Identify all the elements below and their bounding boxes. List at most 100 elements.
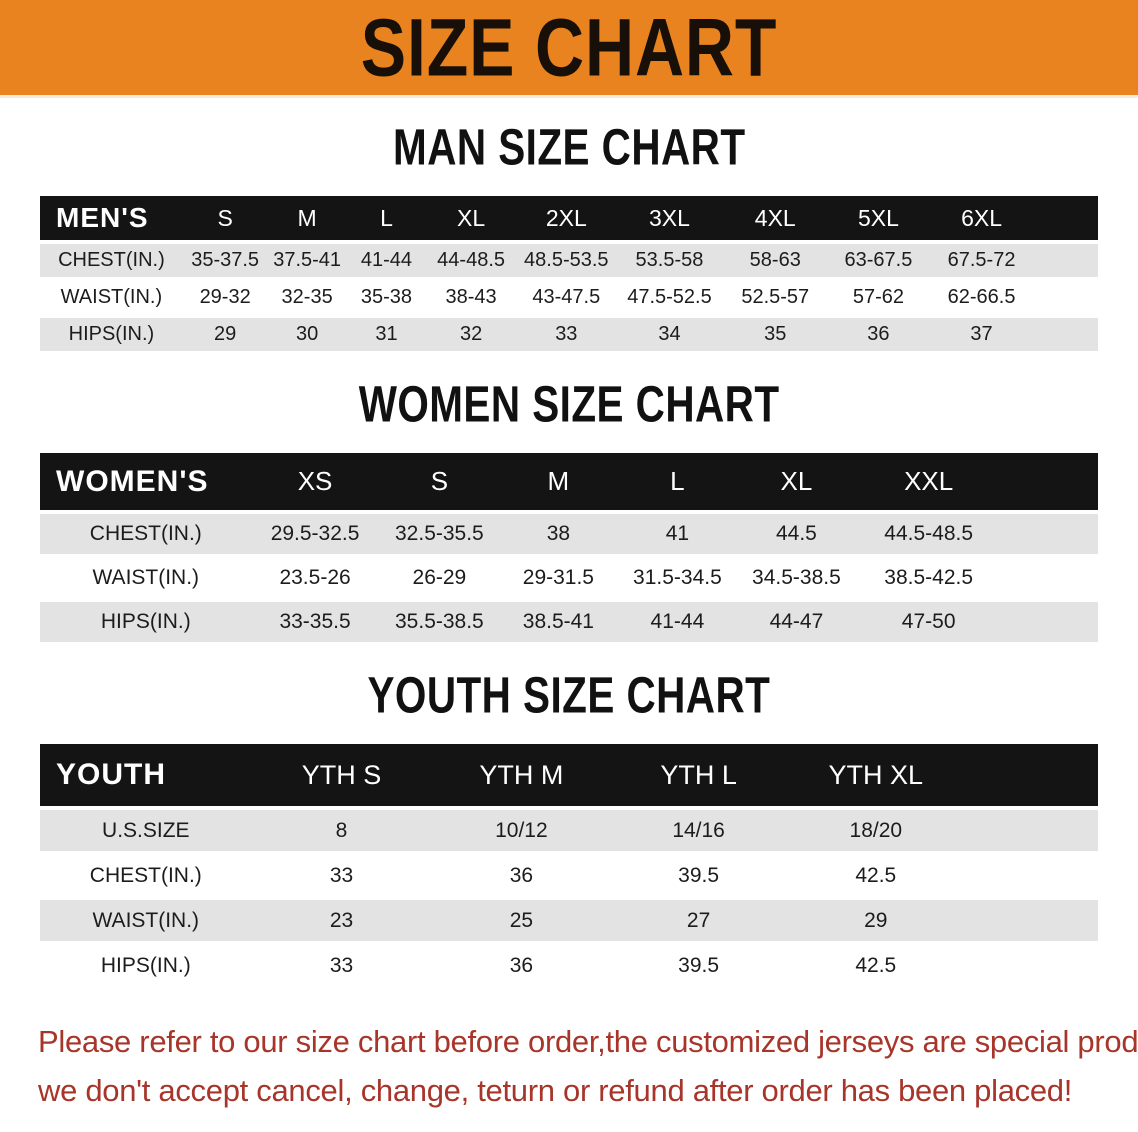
men-row-label: WAIST(IN.) bbox=[60, 286, 163, 308]
men-table-row: WAIST(IN.) 29-32 32-35 35-38 38-43 43-47.5 47.… bbox=[40, 281, 1098, 314]
men-cell: 34 bbox=[616, 318, 723, 351]
youth-col-header: YTH L bbox=[611, 744, 786, 806]
men-cell: 35 bbox=[722, 318, 829, 351]
men-cell: 29-32 bbox=[199, 286, 251, 308]
women-table-row: WAIST(IN.) 23.5-26 26-29 29-31.5 31.5-34.5 34… bbox=[40, 558, 1098, 598]
men-cell: 67.5-72 bbox=[928, 244, 1035, 277]
youth-table-label: YOUTH bbox=[40, 744, 252, 806]
women-section-heading: WOMEN SIZE CHART bbox=[358, 375, 780, 433]
women-col-header: L bbox=[616, 453, 739, 510]
women-cell: 32.5-35.5 bbox=[378, 514, 501, 554]
women-row-spacer bbox=[1002, 514, 1098, 554]
women-cell: 44.5-48.5 bbox=[854, 514, 1003, 554]
women-cell: 23.5-26 bbox=[279, 566, 351, 589]
youth-cell: 10/12 bbox=[431, 810, 612, 851]
men-cell: 63-67.5 bbox=[828, 244, 929, 277]
women-cell: 44.5 bbox=[738, 514, 855, 554]
size-charts: MAN SIZE CHART MEN'S S M L XL 2XL 3XL 4XL 5XL 6XL… bbox=[0, 118, 1138, 990]
women-cell: 29-31.5 bbox=[522, 566, 594, 589]
youth-row-label: U.S.SIZE bbox=[40, 810, 252, 851]
men-cell: 52.5-57 bbox=[741, 286, 810, 308]
men-cell: 57-62 bbox=[852, 286, 904, 308]
youth-size-table-container: YOUTH YTH S YTH M YTH L YTH XL U.S.SIZE 8 10/12… bbox=[40, 740, 1098, 990]
men-cell: 37.5-41 bbox=[267, 244, 347, 277]
men-cell: 30 bbox=[267, 318, 347, 351]
women-cell: 33-35.5 bbox=[251, 602, 379, 642]
youth-section-heading: YOUTH SIZE CHART bbox=[367, 666, 771, 724]
youth-cell: 36 bbox=[509, 953, 534, 977]
youth-table-row: HIPS(IN.) 33 36 39.5 42.5 bbox=[40, 945, 1098, 986]
men-table-row: HIPS(IN.) 29 30 31 32 33 34 35 36 37 bbox=[40, 318, 1098, 351]
men-cell: 33 bbox=[516, 318, 617, 351]
men-row-label: HIPS(IN.) bbox=[40, 318, 183, 351]
youth-col-header: YTH S bbox=[251, 744, 432, 806]
men-cell: 47.5-52.5 bbox=[627, 286, 712, 308]
women-col-header: M bbox=[500, 453, 617, 510]
men-cell: 53.5-58 bbox=[616, 244, 723, 277]
youth-cell: 23 bbox=[251, 900, 432, 941]
men-cell: 44-48.5 bbox=[426, 244, 517, 277]
men-row-label: CHEST(IN.) bbox=[40, 244, 183, 277]
women-cell: 38.5-41 bbox=[500, 602, 617, 642]
youth-cell: 27 bbox=[611, 900, 786, 941]
youth-row-label: CHEST(IN.) bbox=[89, 863, 202, 887]
youth-header-row: YOUTH YTH S YTH M YTH L YTH XL bbox=[40, 744, 1098, 806]
men-cell: 32 bbox=[426, 318, 517, 351]
size-table-men: MEN'S S M L XL 2XL 3XL 4XL 5XL 6XL CHEST(IN.) 35-37… bbox=[40, 192, 1098, 355]
men-cell: 31 bbox=[346, 318, 427, 351]
women-col-header: XL bbox=[738, 453, 855, 510]
youth-cell: 39.5 bbox=[678, 863, 720, 887]
youth-cell: 36 bbox=[509, 863, 534, 887]
women-col-header: S bbox=[378, 453, 501, 510]
youth-cell: 39.5 bbox=[678, 953, 720, 977]
women-cell: 38 bbox=[500, 514, 617, 554]
disclaimer-line-1: Please refer to our size chart before or… bbox=[38, 1024, 1138, 1059]
women-cell: 35.5-38.5 bbox=[378, 602, 501, 642]
youth-row-spacer bbox=[965, 810, 1098, 851]
men-table-label: MEN'S bbox=[40, 196, 183, 240]
men-col-header: 4XL bbox=[722, 196, 829, 240]
youth-cell: 18/20 bbox=[785, 810, 966, 851]
youth-cell: 25 bbox=[431, 900, 612, 941]
men-col-header: 2XL bbox=[516, 196, 617, 240]
men-section-heading: MAN SIZE CHART bbox=[392, 118, 746, 176]
men-size-table-container: MEN'S S M L XL 2XL 3XL 4XL 5XL 6XL CHEST(IN.) 35-37… bbox=[40, 192, 1098, 355]
women-cell: 34.5-38.5 bbox=[752, 566, 841, 589]
youth-cell: 33 bbox=[329, 953, 354, 977]
men-col-header: 3XL bbox=[616, 196, 723, 240]
women-row-spacer bbox=[1003, 558, 1098, 598]
women-cell: 31.5-34.5 bbox=[633, 566, 722, 589]
youth-header-spacer bbox=[965, 744, 1098, 806]
men-cell: 38-43 bbox=[445, 286, 497, 308]
page-title: SIZE CHART bbox=[360, 1, 778, 93]
men-cell: 62-66.5 bbox=[947, 286, 1016, 308]
men-col-header: XL bbox=[426, 196, 517, 240]
section-women: WOMEN SIZE CHART WOMEN'S XS S M L XL XXL CHEST(… bbox=[0, 375, 1138, 646]
men-cell: 32-35 bbox=[281, 286, 333, 308]
youth-row-spacer bbox=[966, 855, 1098, 896]
disclaimer-line-2: we don't accept cancel, change, teturn o… bbox=[38, 1072, 1073, 1108]
men-col-header: L bbox=[346, 196, 427, 240]
youth-row-label: WAIST(IN.) bbox=[40, 900, 252, 941]
youth-table-row: U.S.SIZE 8 10/12 14/16 18/20 bbox=[40, 810, 1098, 851]
women-row-label: CHEST(IN.) bbox=[40, 514, 252, 554]
women-table-row: CHEST(IN.) 29.5-32.5 32.5-35.5 38 41 44.5 44.5… bbox=[40, 514, 1098, 554]
youth-col-header: YTH M bbox=[431, 744, 612, 806]
youth-col-header: YTH XL bbox=[785, 744, 966, 806]
women-col-header: XXL bbox=[854, 453, 1003, 510]
women-cell: 41 bbox=[616, 514, 739, 554]
men-header-row: MEN'S S M L XL 2XL 3XL 4XL 5XL 6XL bbox=[40, 196, 1098, 240]
youth-cell: 8 bbox=[251, 810, 432, 851]
women-header-spacer bbox=[1002, 453, 1098, 510]
men-cell: 43-47.5 bbox=[532, 286, 601, 308]
women-cell: 38.5-42.5 bbox=[884, 566, 974, 589]
women-cell: 26-29 bbox=[412, 566, 467, 589]
section-youth: YOUTH SIZE CHART YOUTH YTH S YTH M YTH L YTH… bbox=[0, 666, 1138, 990]
youth-table-row: WAIST(IN.) 23 25 27 29 bbox=[40, 900, 1098, 941]
women-row-label: HIPS(IN.) bbox=[40, 602, 252, 642]
section-men: MAN SIZE CHART MEN'S S M L XL 2XL 3XL 4XL 5XL 6XL… bbox=[0, 118, 1138, 355]
women-cell: 41-44 bbox=[616, 602, 739, 642]
men-cell: 48.5-53.5 bbox=[516, 244, 617, 277]
men-cell: 36 bbox=[828, 318, 929, 351]
women-table-row: HIPS(IN.) 33-35.5 35.5-38.5 38.5-41 41-44 44-… bbox=[40, 602, 1098, 642]
